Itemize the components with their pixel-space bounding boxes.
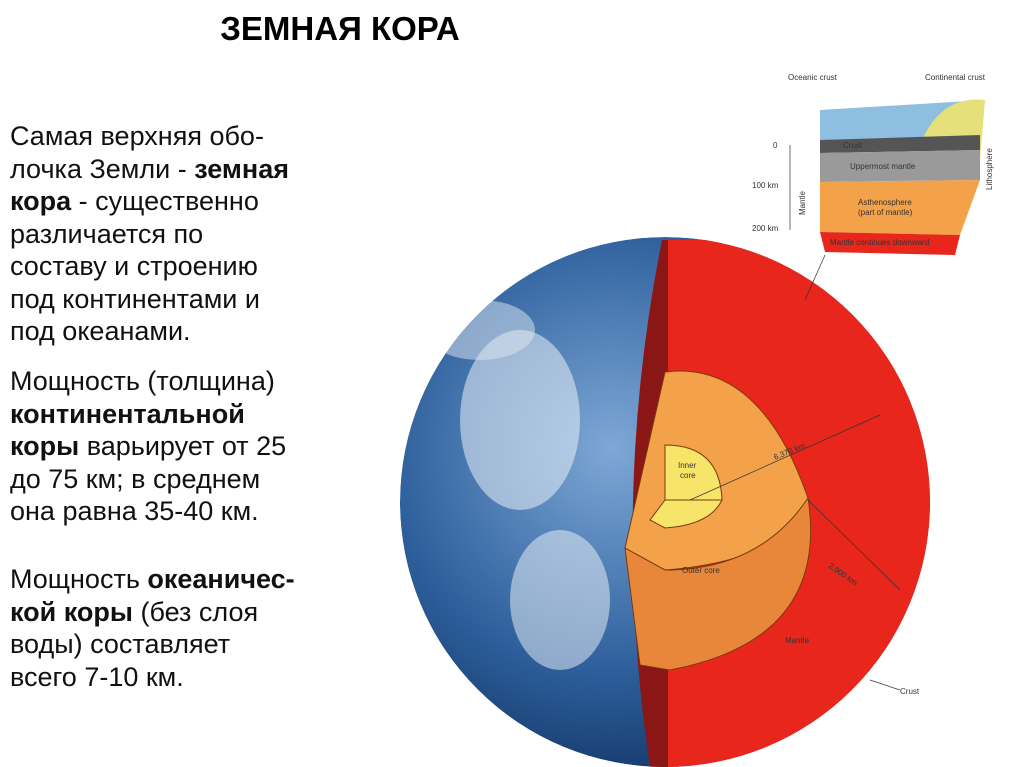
- text: Мощность: [10, 564, 148, 594]
- text-line: различается по: [10, 218, 289, 251]
- text: варьирует от 25: [79, 431, 287, 461]
- text-line: до 75 км; в среднем: [10, 463, 286, 496]
- globe: [400, 237, 930, 767]
- text-line: кой коры (без слоя: [10, 596, 295, 629]
- paragraph: Самая верхняя обо-лочка Земли - земная ко…: [10, 120, 289, 348]
- text: составу и строению: [10, 251, 258, 281]
- text-line: составу и строению: [10, 250, 289, 283]
- bold-text: земная: [194, 153, 289, 184]
- text-line: лочка Земли - земная: [10, 153, 289, 186]
- text: - существенно: [71, 186, 259, 216]
- bold-text: коры: [10, 431, 80, 461]
- label: Crust: [900, 687, 920, 696]
- text: всего 7-10 км.: [10, 661, 184, 692]
- text: различается по: [10, 218, 204, 249]
- crust-block: [789, 99, 985, 255]
- text-line: Мощность (толщина): [10, 365, 286, 398]
- label: Uppermost mantle: [850, 162, 916, 171]
- text-line: под континентами и: [10, 283, 289, 316]
- label: 0: [773, 141, 778, 150]
- label: Mantle continues downward: [830, 238, 929, 247]
- label: (part of mantle): [858, 208, 913, 217]
- text-line: Мощность океаничес-: [10, 563, 295, 596]
- text-line: воды) составляет: [10, 628, 295, 661]
- text-line: коры варьирует от 25: [10, 430, 286, 463]
- text-line: всего 7-10 км.: [10, 661, 295, 694]
- text-line: она равна 35-40 км.: [10, 495, 286, 528]
- text-line: континентальной: [10, 398, 286, 431]
- label: Crust: [843, 141, 863, 150]
- text-line: под океанами.: [10, 315, 289, 348]
- label: 100 km: [752, 181, 779, 190]
- paragraph: Мощность (толщина) континентальной коры ва…: [10, 365, 286, 528]
- label: Outer core: [682, 566, 720, 575]
- text: она равна 35-40 км.: [10, 496, 259, 526]
- text: лочка Земли -: [10, 153, 195, 184]
- text-line: кора - существенно: [10, 185, 289, 218]
- label: Lithosphere: [985, 148, 994, 190]
- text: воды) составляет: [10, 629, 231, 659]
- text: Мощность (толщина): [10, 366, 275, 396]
- paragraph: Мощность океаничес-кой коры (без слоя вод…: [10, 563, 295, 693]
- text: (без слоя: [132, 596, 259, 627]
- label: Mantle: [798, 190, 807, 215]
- text-line: Самая верхняя обо-: [10, 120, 289, 153]
- label: Mantle: [785, 636, 810, 645]
- title: ЗЕМНАЯ КОРА: [220, 10, 460, 47]
- label: 200 km: [752, 224, 779, 233]
- label: Oceanic crust: [788, 73, 838, 82]
- label: Continental crust: [925, 73, 986, 82]
- text: под океанами.: [10, 316, 191, 346]
- text: до 75 км; в среднем: [10, 463, 261, 494]
- label: Inner: [678, 461, 697, 470]
- bold-text: континентальной: [10, 398, 245, 429]
- bold-text: кой коры: [10, 596, 133, 627]
- label: core: [680, 471, 696, 480]
- text: Самая верхняя обо-: [10, 121, 264, 151]
- text: под континентами и: [10, 283, 260, 314]
- bold-text: океаничес-: [147, 564, 295, 594]
- bold-text: кора: [10, 186, 72, 216]
- label: Asthenosphere: [858, 198, 912, 207]
